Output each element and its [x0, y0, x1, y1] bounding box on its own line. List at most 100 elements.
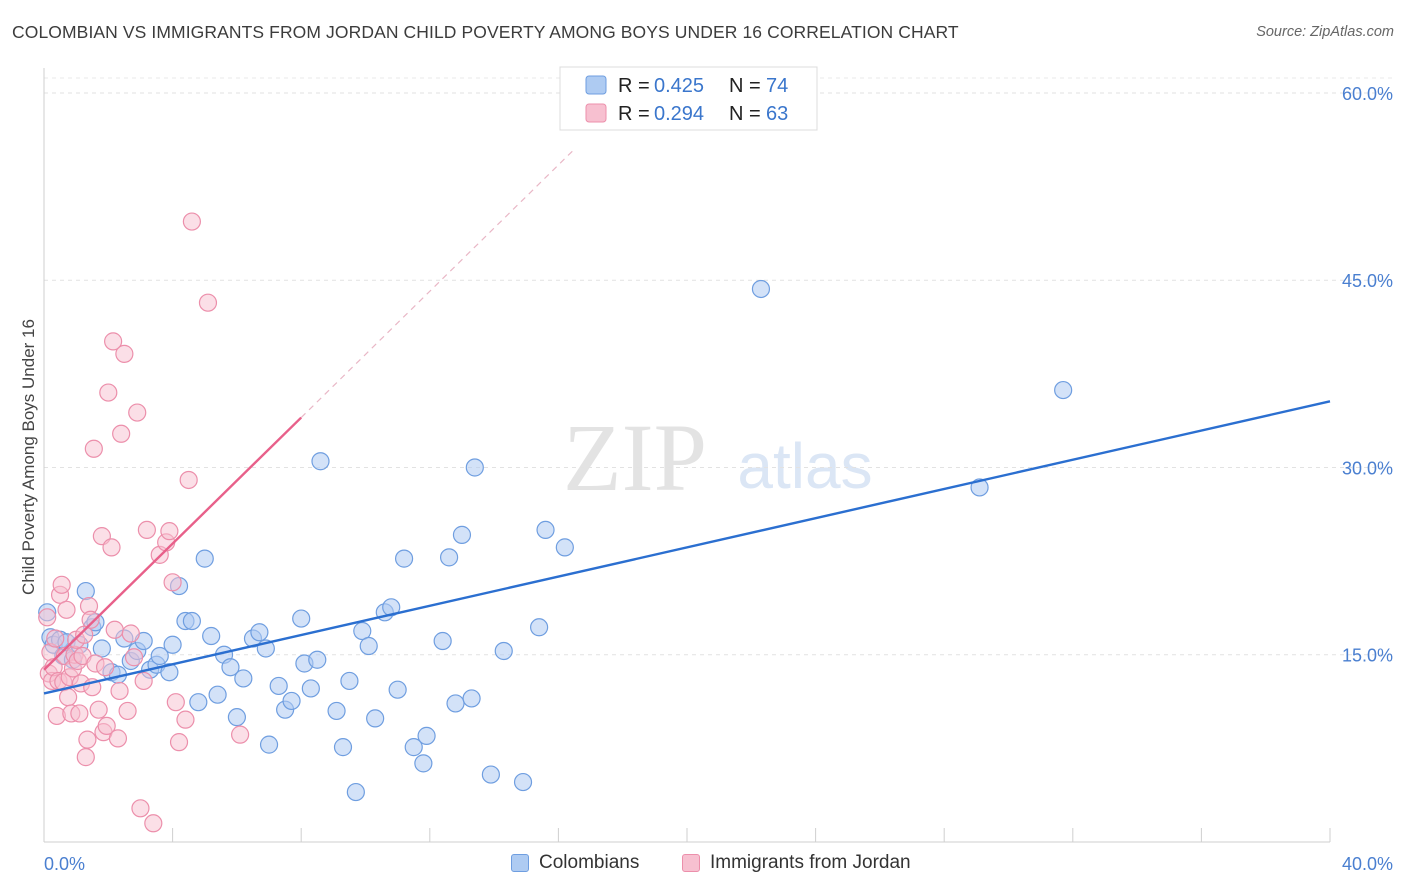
source-label: Source: ZipAtlas.com	[1256, 24, 1394, 40]
colombians-legend-swatch	[585, 75, 607, 95]
colombians-point	[481, 765, 500, 784]
jordan-point	[112, 424, 131, 443]
colombians-point	[221, 658, 240, 677]
colombians-point	[751, 279, 771, 299]
legend-label-colombians: Colombians	[539, 852, 640, 873]
colombians-point	[202, 626, 221, 646]
colombians-point	[333, 738, 353, 757]
x-tick-labels: 0.0% 40.0%	[44, 854, 1393, 874]
jordan-point	[105, 620, 124, 639]
colombians-point	[394, 549, 414, 568]
jordan-point	[38, 608, 57, 627]
colombians-point	[92, 639, 111, 658]
colombians-trend-line	[43, 400, 1331, 695]
colombians-point	[530, 618, 549, 637]
trend-lines	[43, 148, 1331, 695]
stats-n-value-2: 63	[766, 103, 788, 125]
colombians-point	[446, 694, 465, 713]
colombians-point	[1054, 380, 1073, 400]
stats-n-label-1: N =	[729, 75, 761, 97]
jordan-point	[108, 729, 128, 748]
axes	[43, 68, 1331, 843]
chart-title: COLOMBIAN VS IMMIGRANTS FROM JORDAN CHIL…	[12, 22, 959, 42]
jordan-legend-swatch	[585, 103, 607, 123]
colombians-point	[417, 726, 436, 745]
colombians-point	[327, 701, 346, 721]
colombians-point	[227, 708, 246, 727]
colombians-point	[439, 548, 459, 567]
stats-r-label-1: R =	[618, 75, 650, 97]
stats-r-value-1: 0.425	[654, 75, 704, 97]
jordan-point	[76, 748, 95, 767]
y-tick-label: 45.0%	[1342, 271, 1393, 291]
jordan-point	[166, 693, 185, 712]
colombians-point	[76, 581, 95, 601]
jordan-point	[137, 520, 156, 540]
jordan-point	[95, 658, 115, 677]
jordan-point	[169, 733, 189, 752]
jordan-point	[52, 575, 71, 594]
y-tick-labels: 15.0% 30.0% 45.0% 60.0%	[1342, 84, 1393, 666]
jordan-point	[102, 538, 121, 557]
y-tick-label: 60.0%	[1342, 84, 1393, 104]
x-tick-label: 40.0%	[1342, 854, 1393, 874]
colombians-point	[282, 691, 301, 711]
jordan-point	[81, 610, 100, 629]
colombians-point	[366, 709, 385, 728]
legend-label-jordan: Immigrants from Jordan	[710, 852, 911, 873]
watermark-atlas: atlas	[737, 430, 872, 502]
jordan-point	[160, 522, 179, 541]
colombians-point	[269, 676, 288, 696]
colombians-point	[353, 621, 372, 641]
jordan-trend-extension	[300, 148, 575, 418]
jordan-point	[134, 671, 153, 691]
jordan-point	[110, 681, 129, 701]
jordan-point	[144, 814, 163, 833]
watermark-zip: ZIP	[563, 404, 707, 511]
colombians-point	[462, 689, 481, 708]
jordan-point	[97, 716, 116, 736]
colombians-point	[301, 679, 320, 698]
x-tick-label: 0.0%	[44, 854, 85, 874]
jordan-points	[38, 212, 250, 833]
jordan-point	[128, 403, 147, 422]
stats-r-value-2: 0.294	[654, 103, 704, 125]
jordan-point	[176, 710, 195, 729]
y-tick-label: 15.0%	[1342, 646, 1393, 666]
colombians-point	[465, 458, 484, 477]
jordan-point	[121, 624, 140, 643]
stats-n-value-1: 74	[766, 75, 788, 97]
jordan-swatch	[682, 854, 700, 872]
colombians-point	[160, 663, 179, 682]
colombians-point	[536, 520, 555, 540]
jordan-point	[163, 573, 182, 592]
grid-lines	[44, 77, 1395, 656]
colombians-point	[346, 782, 365, 802]
jordan-point	[115, 344, 134, 363]
jordan-point	[75, 625, 94, 644]
jordan-point	[59, 688, 78, 707]
colombians-point	[433, 631, 452, 651]
colombians-point	[404, 738, 423, 757]
colombians-point	[195, 549, 214, 568]
jordan-point	[57, 600, 76, 619]
jordan-point	[118, 701, 137, 721]
legend-item-colombians[interactable]: Colombians	[511, 852, 639, 874]
colombians-point	[382, 598, 401, 617]
colombians-point	[250, 623, 269, 642]
stats-n-label-2: N =	[729, 103, 761, 125]
legend-item-jordan[interactable]: Immigrants from Jordan	[682, 852, 911, 874]
colombians-point	[234, 669, 253, 688]
jordan-trend-line	[43, 416, 303, 671]
colombians-point	[414, 754, 433, 773]
colombians-point	[340, 671, 359, 691]
jordan-point	[84, 439, 103, 458]
y-tick-label: 30.0%	[1342, 458, 1393, 478]
colombians-point	[208, 685, 227, 704]
bottom-legend: Colombians Immigrants from Jordan	[0, 852, 1406, 878]
colombians-point	[308, 650, 327, 669]
colombians-points	[38, 279, 1073, 802]
jordan-point	[104, 332, 123, 351]
jordan-point	[99, 383, 118, 402]
